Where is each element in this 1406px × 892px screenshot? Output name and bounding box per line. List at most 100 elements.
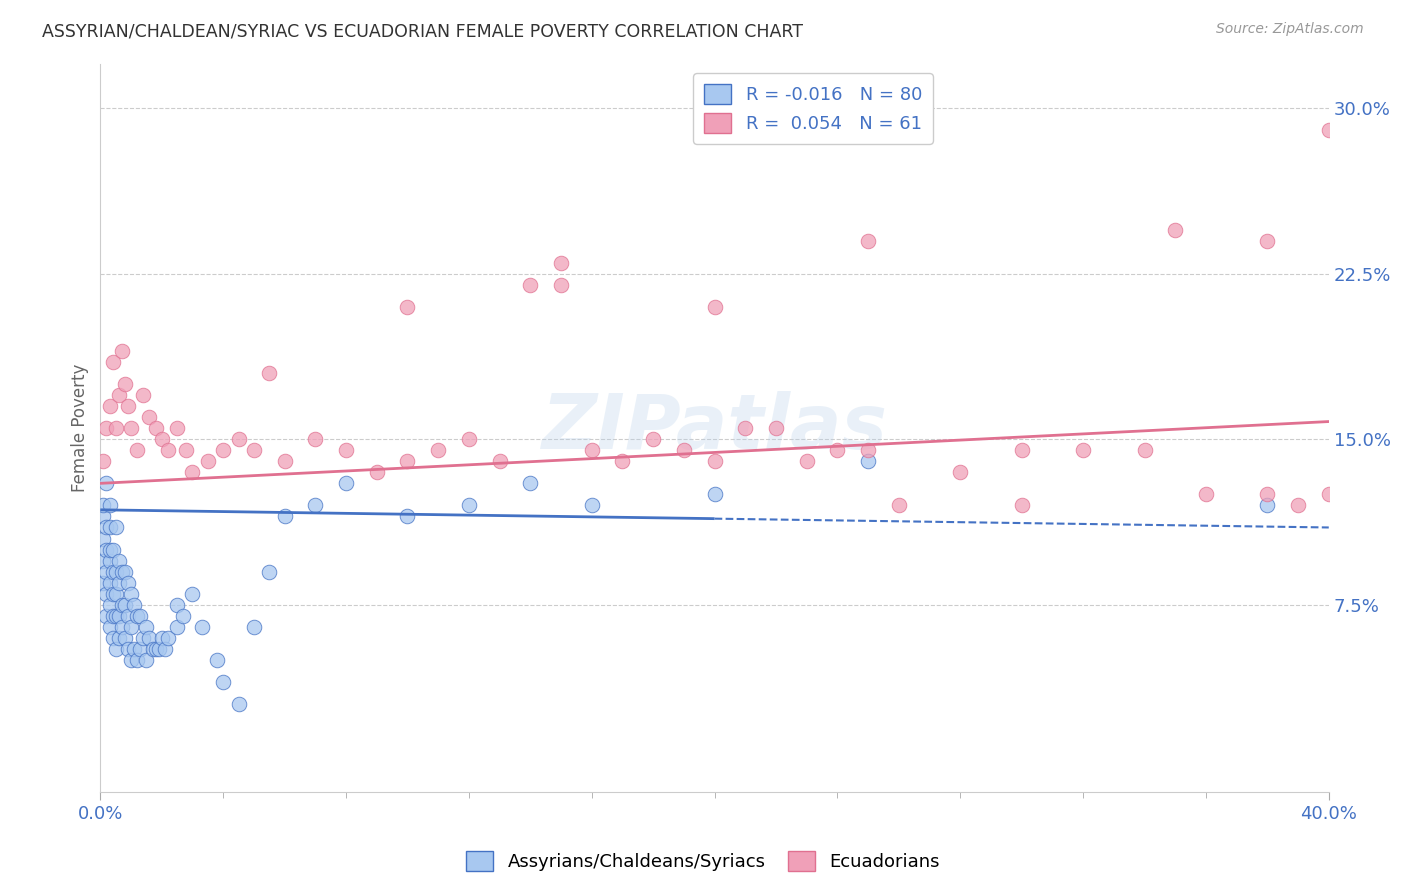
Point [1011, 499, 1033, 513]
Point [111, 565, 134, 579]
Point [612, 454, 634, 468]
Point [581, 443, 603, 458]
Point [107, 631, 129, 645]
Point [98, 499, 121, 513]
Point [1071, 443, 1094, 458]
Point [488, 454, 510, 468]
Point [148, 641, 170, 656]
Point [1256, 234, 1278, 248]
Point [519, 476, 541, 491]
Point [98, 575, 121, 590]
Point [117, 399, 139, 413]
Point [212, 675, 235, 690]
Point [259, 565, 281, 579]
Point [120, 620, 142, 634]
Point [96, 542, 118, 557]
Point [153, 641, 176, 656]
Point [117, 575, 139, 590]
Point [1317, 123, 1340, 137]
Point [856, 443, 879, 458]
Point [273, 509, 295, 524]
Point [107, 553, 129, 567]
Point [190, 620, 212, 634]
Point [98, 399, 121, 413]
Point [166, 421, 188, 435]
Point [145, 641, 167, 656]
Point [396, 509, 419, 524]
Point [796, 454, 818, 468]
Point [138, 410, 160, 425]
Point [212, 443, 235, 458]
Point [205, 653, 228, 667]
Point [1011, 443, 1033, 458]
Point [703, 454, 725, 468]
Point [856, 234, 879, 248]
Point [104, 565, 127, 579]
Point [104, 587, 127, 601]
Point [1256, 487, 1278, 501]
Point [181, 465, 204, 479]
Point [243, 620, 266, 634]
Point [117, 641, 139, 656]
Point [93, 454, 115, 468]
Legend: Assyrians/Chaldeans/Syriacs, Ecuadorians: Assyrians/Chaldeans/Syriacs, Ecuadorians [460, 844, 946, 879]
Point [122, 598, 145, 612]
Point [396, 300, 419, 314]
Point [117, 608, 139, 623]
Point [114, 631, 136, 645]
Point [1256, 499, 1278, 513]
Point [856, 454, 879, 468]
Point [734, 421, 756, 435]
Point [96, 476, 118, 491]
Point [96, 608, 118, 623]
Point [150, 432, 173, 446]
Point [96, 421, 118, 435]
Point [111, 598, 134, 612]
Point [887, 499, 910, 513]
Point [96, 520, 118, 534]
Point [135, 620, 157, 634]
Point [181, 587, 204, 601]
Point [129, 608, 152, 623]
Point [335, 476, 357, 491]
Point [550, 255, 572, 269]
Point [1317, 487, 1340, 501]
Point [101, 608, 124, 623]
Point [176, 443, 198, 458]
Point [304, 432, 326, 446]
Legend: R = -0.016   N = 80, R =  0.054   N = 61: R = -0.016 N = 80, R = 0.054 N = 61 [693, 73, 932, 144]
Point [93, 575, 115, 590]
Point [127, 443, 149, 458]
Point [132, 631, 155, 645]
Point [156, 631, 179, 645]
Point [259, 366, 281, 380]
Point [142, 641, 165, 656]
Point [98, 520, 121, 534]
Point [150, 631, 173, 645]
Point [104, 608, 127, 623]
Point [1133, 443, 1156, 458]
Point [104, 641, 127, 656]
Text: Source: ZipAtlas.com: Source: ZipAtlas.com [1216, 22, 1364, 37]
Text: ASSYRIAN/CHALDEAN/SYRIAC VS ECUADORIAN FEMALE POVERTY CORRELATION CHART: ASSYRIAN/CHALDEAN/SYRIAC VS ECUADORIAN F… [42, 22, 803, 40]
Point [114, 565, 136, 579]
Point [127, 653, 149, 667]
Point [243, 443, 266, 458]
Point [98, 542, 121, 557]
Point [101, 565, 124, 579]
Point [145, 421, 167, 435]
Point [132, 388, 155, 402]
Point [129, 641, 152, 656]
Point [1195, 487, 1218, 501]
Text: ZIPatlas: ZIPatlas [541, 392, 887, 465]
Point [135, 653, 157, 667]
Point [96, 587, 118, 601]
Point [104, 520, 127, 534]
Point [122, 641, 145, 656]
Point [304, 499, 326, 513]
Point [138, 631, 160, 645]
Point [396, 454, 419, 468]
Point [93, 499, 115, 513]
Point [1286, 499, 1309, 513]
Point [93, 532, 115, 546]
